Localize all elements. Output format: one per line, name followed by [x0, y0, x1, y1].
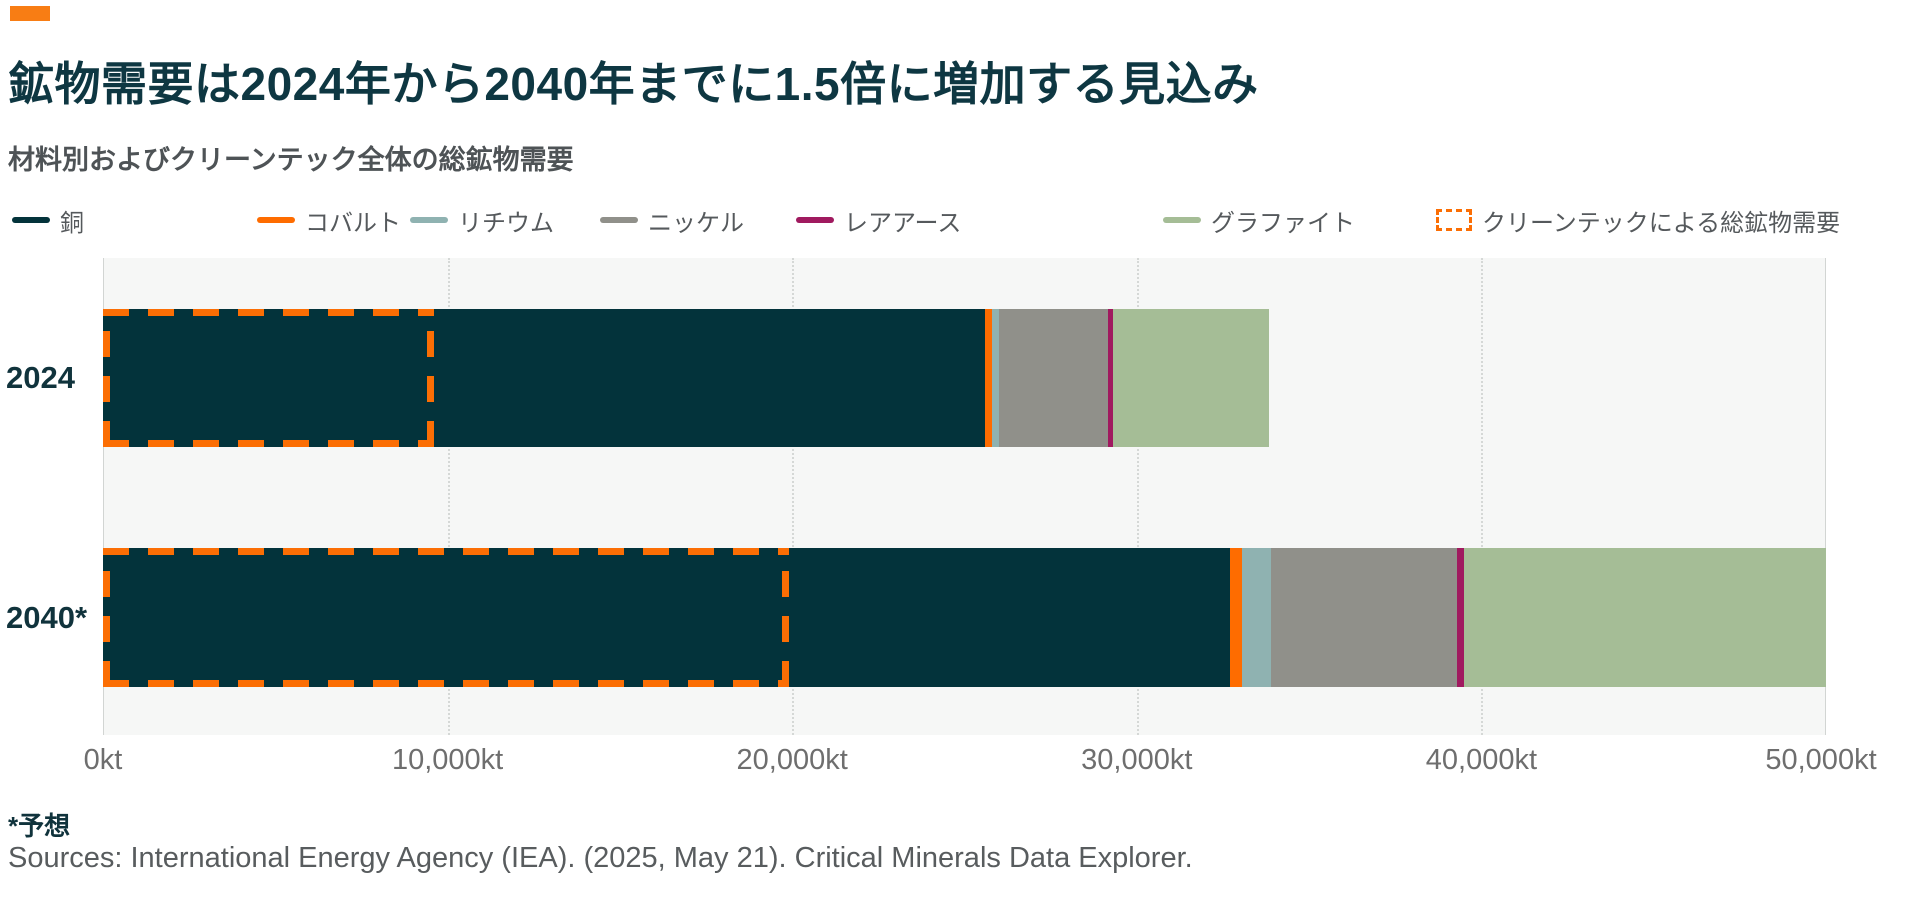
legend-swatch-icon	[410, 217, 448, 223]
y-axis-label-2024: 2024	[6, 360, 75, 395]
x-axis-tick-label-30000: 30,000kt	[1081, 744, 1193, 776]
dashed-border-top	[103, 309, 434, 316]
legend-item-cleantech: クリーンテックによる総鉱物需要	[1436, 204, 1841, 237]
legend-swatch-icon	[600, 217, 638, 223]
bar-segment-レアアース-2024	[1107, 309, 1113, 447]
dashed-border-left	[103, 309, 110, 447]
legend-swatch-icon	[796, 217, 834, 223]
bar-segment-コバルト-2024	[985, 309, 993, 447]
x-axis-tick-label-20000: 20,000kt	[736, 744, 848, 776]
legend-swatch-icon	[12, 217, 50, 223]
bar-segment-グラファイト-2040	[1464, 548, 1826, 687]
legend-label: コバルト	[305, 209, 401, 237]
chart-subtitle: 材料別およびクリーンテック全体の総鉱物需要	[8, 145, 574, 175]
dashed-border-bottom	[103, 680, 789, 687]
bar-segment-グラファイト-2024	[1112, 309, 1270, 447]
x-axis-tick-label-40000: 40,000kt	[1425, 744, 1538, 776]
legend-label: 銅	[60, 209, 84, 237]
cleantech-demand-box-2040	[103, 548, 789, 687]
plot-area	[103, 258, 1826, 735]
gridline-10000kt	[447, 258, 450, 735]
bar-segment-リチウム-2024	[992, 309, 999, 447]
bar-segment-ニッケル-2024	[998, 309, 1108, 447]
plot-left-axis-line	[103, 258, 104, 735]
page-title: 鉱物需要は2024年から2040年までに1.5倍に増加する見込み	[8, 57, 1259, 110]
bar-segment-リチウム-2040	[1241, 548, 1272, 687]
chart-legend: 銅 コバルト リチウム ニッケル レアアース グラファイト クリーンテックによる総鉱物需要	[0, 204, 1920, 240]
legend-item-3: リチウム	[410, 204, 554, 237]
dashed-border-bottom	[103, 440, 434, 447]
legend-label: リチウム	[458, 209, 554, 237]
legend-label: クリーンテックによる総鉱物需要	[1482, 209, 1841, 237]
gridline-20000kt	[792, 258, 795, 735]
bar-segment-ニッケル-2040	[1271, 548, 1458, 687]
cleantech-demand-box-2024	[103, 309, 434, 447]
bar-2024	[103, 309, 1826, 447]
plot-right-edge-line	[1825, 258, 1826, 735]
gridline-30000kt	[1136, 258, 1139, 735]
x-axis-tick-label-50000: 50,000kt	[1765, 744, 1877, 776]
legend-label: レアアース	[844, 209, 962, 237]
legend-label: ニッケル	[648, 209, 744, 237]
bar-segment-銅-2024	[103, 309, 986, 447]
legend-swatch-icon	[1163, 217, 1201, 223]
dashed-border-right	[426, 309, 434, 447]
dashed-border-top	[103, 548, 789, 555]
legend-item-5: レアアース	[796, 204, 962, 237]
bar-segment-銅-2040	[103, 548, 1230, 687]
x-axis-tick-label-0: 0kt	[83, 744, 123, 776]
bar-segment-レアアース-2040	[1457, 548, 1465, 687]
footnote: *予想	[8, 811, 71, 841]
legend-swatch-icon	[257, 217, 295, 223]
bar-segment-コバルト-2040	[1229, 548, 1242, 687]
dashed-border-left	[103, 548, 110, 687]
legend-item-4: ニッケル	[600, 204, 744, 237]
bar-2040	[103, 548, 1826, 687]
sources-line: Sources: International Energy Agency (IE…	[8, 842, 1193, 874]
gridline-40000kt	[1481, 258, 1484, 735]
dashed-box-swatch-icon	[1436, 209, 1472, 231]
x-axis-tick-label-10000: 10,000kt	[391, 744, 504, 776]
y-axis-label-2040: 2040*	[6, 599, 88, 635]
dashed-border-right	[781, 548, 789, 687]
legend-item-2: コバルト	[257, 204, 401, 237]
kicker-bar	[10, 6, 50, 21]
legend-item-1: 銅	[12, 204, 84, 237]
legend-item-6: グラファイト	[1163, 204, 1355, 237]
legend-label: グラファイト	[1211, 209, 1355, 237]
